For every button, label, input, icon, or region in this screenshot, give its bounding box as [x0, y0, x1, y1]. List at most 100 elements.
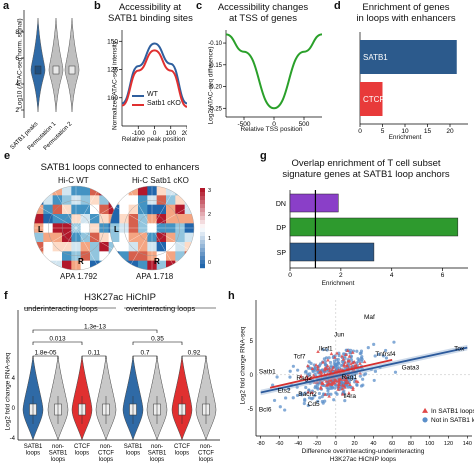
y-tick-label: 2	[15, 107, 19, 114]
point-in-satb1	[352, 359, 357, 364]
point-not-in-satb1	[322, 357, 327, 361]
point-not-in-satb1	[325, 348, 329, 352]
point-in-satb1	[335, 351, 339, 355]
y-tick-label: 4	[12, 376, 16, 382]
point-not-in-satb1	[291, 396, 295, 400]
y-tick-label: 125	[107, 67, 118, 74]
group-label: non-	[52, 444, 64, 450]
p-value-bracket	[132, 341, 183, 345]
point-not-in-satb1	[372, 342, 376, 347]
x-tick-label: 15	[424, 128, 432, 135]
regression-line-in	[269, 358, 393, 389]
bar-label: SATB1	[363, 53, 388, 62]
point-not-in-satb1	[323, 360, 327, 364]
p-value-bracket	[32, 329, 158, 333]
point-in-satb1	[362, 359, 367, 364]
p-value: 0.013	[49, 336, 66, 343]
point-not-in-satb1	[332, 398, 336, 402]
gene-label: Bcl6	[259, 407, 272, 414]
y-tick-label: 5	[250, 339, 254, 345]
point-in-satb1	[340, 383, 345, 387]
bar-category: DP	[276, 225, 286, 232]
point-in-satb1	[351, 385, 355, 390]
point-in-satb1	[345, 363, 349, 368]
panel-g: g Overlap enrichment of T cell subset si…	[258, 150, 474, 290]
point-not-in-satb1	[359, 356, 364, 360]
anchor-R: R	[78, 257, 84, 266]
p-value-bracket	[32, 355, 59, 359]
x-tick-label: 0	[272, 121, 276, 128]
p-value: 0.11	[88, 350, 101, 357]
svg-text:3: 3	[208, 188, 211, 194]
point-not-in-satb1	[343, 398, 347, 403]
point-in-satb1	[319, 369, 323, 373]
under-label: underinteracting loops	[24, 304, 98, 313]
point-not-in-satb1	[315, 385, 319, 390]
anchor-R: R	[154, 257, 160, 266]
panel-label: a	[3, 0, 10, 12]
point-not-in-satb1	[307, 396, 312, 400]
point-not-in-satb1	[358, 351, 362, 356]
point-not-in-satb1	[333, 362, 338, 366]
panel-f: f H3K27ac HiChIP underinteracting loops …	[0, 290, 228, 472]
x-tick-label: 0	[334, 441, 337, 447]
point-not-in-satb1	[373, 369, 378, 373]
point-in-satb1	[340, 392, 345, 396]
chart-title: Accessibility changes at TSS of genes	[217, 2, 309, 24]
point-in-satb1	[319, 386, 323, 390]
point-not-in-satb1	[355, 349, 359, 353]
group-label: non-	[100, 444, 112, 450]
panel-h: h Log2 fold change RNA-seq Difference ov…	[228, 290, 474, 472]
point-not-in-satb1	[320, 394, 324, 399]
svg-text:0: 0	[208, 260, 211, 266]
legend-in: In SATB1 loops	[431, 408, 474, 415]
group-label: non-	[200, 444, 212, 450]
gene-label: Ets2	[278, 387, 291, 394]
p-value: 0.7	[140, 350, 149, 357]
point-in-satb1	[336, 387, 340, 391]
group-label: CTCF	[98, 451, 114, 457]
point-not-in-satb1	[366, 345, 370, 350]
group-label: CTCF	[74, 444, 90, 450]
bar	[289, 217, 459, 237]
point-not-in-satb1	[359, 384, 364, 388]
left-apa: APA 1.792	[60, 272, 98, 281]
point-not-in-satb1	[360, 359, 364, 364]
point-in-satb1	[314, 363, 318, 367]
bar-chart: DN DP SP 0 2 4 6	[276, 190, 468, 279]
x-tick-label: -20	[313, 441, 321, 447]
point-in-satb1	[338, 367, 343, 372]
point-in-satb1	[315, 367, 320, 371]
point-not-in-satb1	[284, 396, 288, 400]
y-tick-label: -0.25	[208, 106, 222, 112]
point-in-satb1	[347, 391, 351, 395]
point-not-in-satb1	[377, 352, 381, 356]
point-not-in-satb1	[393, 370, 398, 374]
point-not-in-satb1	[356, 357, 360, 361]
x-axis-label: Enrichment	[388, 134, 422, 141]
point-not-in-satb1	[288, 369, 292, 373]
gene-label: Bach2	[298, 391, 317, 398]
point-not-in-satb1	[296, 368, 300, 372]
box	[34, 65, 42, 75]
point-in-satb1	[333, 368, 338, 373]
point-in-satb1	[305, 374, 309, 378]
point-in-satb1	[327, 368, 332, 373]
x-tick-label: -40	[294, 441, 302, 447]
y-tick-label: 100	[107, 95, 118, 102]
p-value-bracket	[132, 355, 158, 359]
chart-title: Accessibility at SATB1 binding sites	[108, 2, 193, 24]
violin	[48, 17, 64, 113]
bar-category: DN	[276, 201, 286, 208]
point-in-satb1	[353, 364, 358, 368]
point-not-in-satb1	[304, 385, 308, 390]
x-tick-label: -100	[132, 130, 145, 137]
point-not-in-satb1	[326, 389, 330, 393]
point-in-satb1	[330, 382, 334, 387]
x-axis-label: Difference overinteracting-underinteract…	[301, 448, 425, 463]
point-in-satb1	[336, 384, 341, 389]
point-in-satb1	[358, 361, 362, 365]
x-tick-label: 100	[165, 130, 176, 137]
point-in-satb1	[299, 374, 303, 378]
